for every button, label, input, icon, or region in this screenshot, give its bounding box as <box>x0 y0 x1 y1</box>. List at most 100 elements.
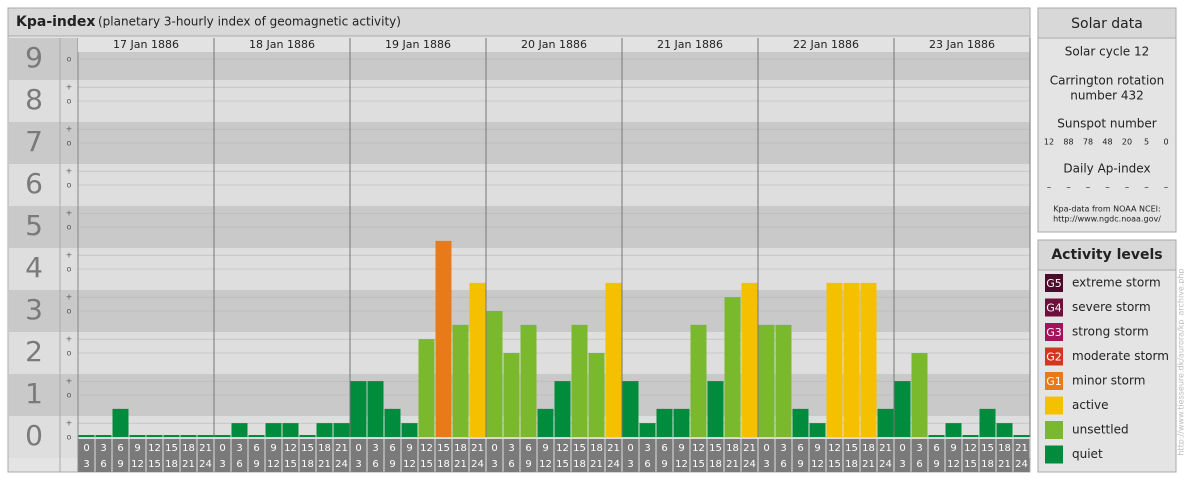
legend-label: active <box>1072 398 1108 412</box>
hour-cell <box>962 439 979 472</box>
hour-cell <box>503 439 520 472</box>
hour-label: 18 <box>709 459 722 470</box>
bar <box>248 435 265 437</box>
hour-label: 6 <box>117 443 123 454</box>
hour-label: 21 <box>998 459 1011 470</box>
hour-cell <box>656 439 673 472</box>
hour-label: 12 <box>267 459 280 470</box>
hour-label: 6 <box>797 443 803 454</box>
ap-value: – <box>1066 183 1071 193</box>
hour-label: 21 <box>590 459 603 470</box>
bar <box>78 435 95 437</box>
hour-cell <box>707 439 724 472</box>
date-label: 19 Jan 1886 <box>385 38 451 51</box>
hour-cell <box>469 439 486 472</box>
hour-cell <box>1013 439 1030 472</box>
bar <box>894 381 911 437</box>
hour-label: 3 <box>83 459 89 470</box>
hour-cell <box>333 439 350 472</box>
hour-label: 3 <box>644 443 650 454</box>
legend-title: Activity levels <box>1051 247 1162 263</box>
y-minor-label: + <box>66 293 73 302</box>
hour-cell <box>605 439 622 472</box>
y-minor-label: o <box>67 265 72 274</box>
y-minor-label: o <box>67 223 72 232</box>
hour-label: 3 <box>372 443 378 454</box>
bar <box>809 423 826 437</box>
hour-label: 21 <box>471 443 484 454</box>
hour-cell <box>860 439 877 472</box>
hour-label: 12 <box>675 459 688 470</box>
bar <box>112 408 129 437</box>
bar <box>945 423 962 437</box>
hour-cell <box>146 439 163 472</box>
hour-label: 24 <box>607 459 620 470</box>
hour-label: 15 <box>301 443 314 454</box>
y-minor-label: + <box>66 83 73 92</box>
date-label: 17 Jan 1886 <box>113 38 179 51</box>
source: http://www.ngdc.noaa.gov/ <box>1053 215 1161 224</box>
y-minor-label: o <box>67 349 72 358</box>
hour-cell <box>112 439 129 472</box>
ap-value: – <box>1164 183 1169 193</box>
hour-label: 21 <box>199 443 212 454</box>
y-tick-label: 9 <box>25 41 43 74</box>
y-minor-label: o <box>67 433 72 442</box>
source: Kpa-data from NOAA NCEI: <box>1053 205 1160 214</box>
bar <box>418 339 435 437</box>
hour-label: 18 <box>301 459 314 470</box>
hour-label: 18 <box>318 443 331 454</box>
legend-swatch <box>1045 347 1063 366</box>
hour-cell <box>384 439 401 472</box>
hour-label: 18 <box>590 443 603 454</box>
bar <box>656 408 673 437</box>
sunspot-title: Sunspot number <box>1057 117 1156 131</box>
hour-cell <box>401 439 418 472</box>
y-minor-label: o <box>67 307 72 316</box>
hour-cell <box>163 439 180 472</box>
carrington: number 432 <box>1070 89 1144 103</box>
bar <box>333 423 350 437</box>
watermark: http://www.tiesseure.dk/aurora/kp_archiv… <box>1177 268 1184 455</box>
y-tick-label: 1 <box>25 377 43 410</box>
header <box>7 7 1031 37</box>
hour-label: 3 <box>763 459 769 470</box>
legend-label: moderate storm <box>1072 349 1169 363</box>
legend-badge: G2 <box>1046 351 1062 364</box>
bar <box>384 408 401 437</box>
y-tick-label: 7 <box>25 125 43 158</box>
chart-title: Kpa-index <box>16 14 95 30</box>
sunspot-value: 78 <box>1083 138 1093 147</box>
bar <box>486 311 503 437</box>
hour-label: 21 <box>607 443 620 454</box>
hour-cell <box>809 439 826 472</box>
hour-cell <box>758 439 775 472</box>
hour-label: 24 <box>335 459 348 470</box>
hour-cell <box>316 439 333 472</box>
y-minor-label: o <box>67 391 72 400</box>
hour-label: 18 <box>845 459 858 470</box>
hour-label: 12 <box>811 459 824 470</box>
hour-cell <box>265 439 282 472</box>
bar <box>180 435 197 437</box>
y-minor-label: o <box>67 55 72 64</box>
legend-swatch <box>1045 445 1063 464</box>
hour-cell <box>639 439 656 472</box>
bar <box>911 353 928 437</box>
bar <box>265 423 282 437</box>
hour-label: 15 <box>709 443 722 454</box>
y-tick-label: 0 <box>25 419 43 452</box>
hour-cell <box>724 439 741 472</box>
hour-label: 3 <box>355 459 361 470</box>
y-tick-label: 6 <box>25 167 43 200</box>
solar-title: Solar data <box>1071 16 1143 32</box>
legend-header <box>1037 239 1177 271</box>
hour-label: 21 <box>318 459 331 470</box>
hour-label: 9 <box>661 459 667 470</box>
bar <box>299 435 316 437</box>
bar <box>146 435 163 437</box>
hour-label: 15 <box>981 443 994 454</box>
legend-swatch <box>1045 421 1063 439</box>
sunspot-value: 88 <box>1063 138 1073 147</box>
bar <box>605 282 622 437</box>
